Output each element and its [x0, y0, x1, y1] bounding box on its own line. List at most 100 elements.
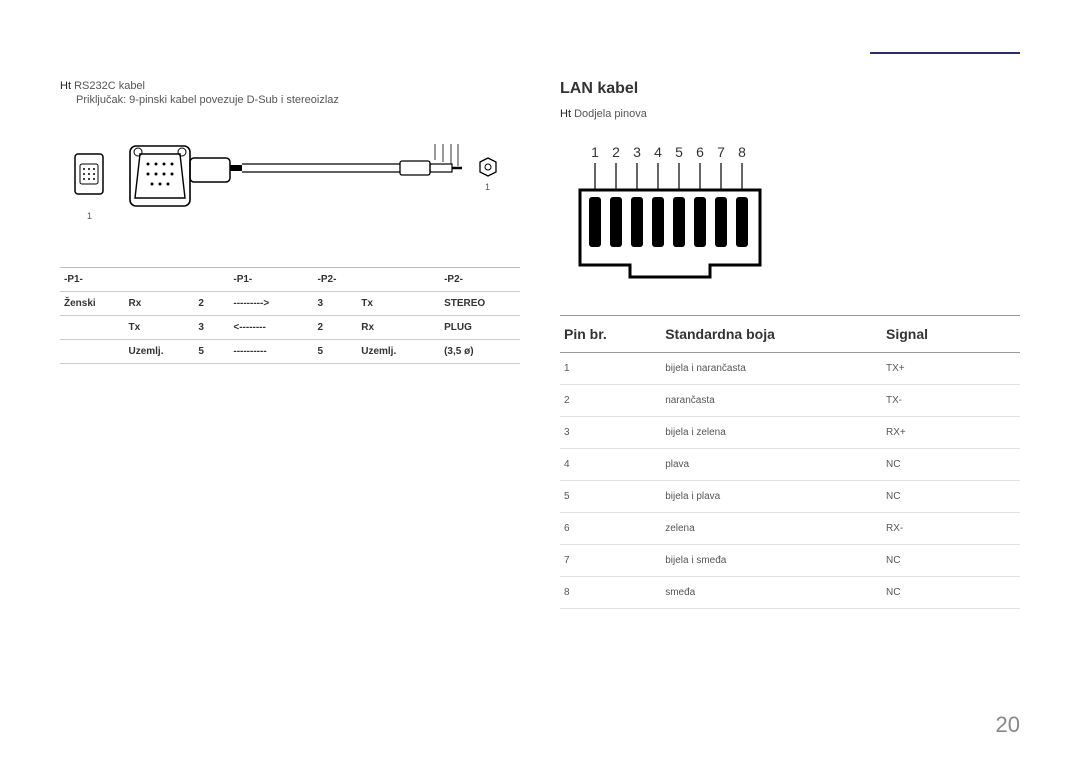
table-cell [216, 340, 229, 364]
rs232-title-text: RS232C kabel [74, 80, 145, 92]
table-cell: 3 [314, 292, 358, 316]
table-cell: ---------- [229, 340, 300, 364]
table-row: 4plavaNC [560, 449, 1020, 481]
table-row: 1bijela i narančastaTX+ [560, 353, 1020, 385]
svg-text:1: 1 [485, 182, 490, 192]
table-cell [216, 316, 229, 340]
table-cell: <-------- [229, 316, 300, 340]
table-cell [124, 268, 194, 292]
lan-pin-table: Pin br. Standardna boja Signal 1bijela i… [560, 315, 1020, 609]
lan-note-text: Dodjela pinova [574, 108, 647, 120]
table-cell [216, 268, 229, 292]
table-row: 7bijela i smeđaNC [560, 545, 1020, 577]
table-cell: 2 [194, 292, 216, 316]
rs232-pin-table: -P1--P1--P2--P2-ŽenskiRx2--------->3TxST… [60, 267, 520, 364]
table-cell: 5 [560, 481, 661, 513]
table-cell: 7 [560, 545, 661, 577]
table-cell: TX- [882, 385, 1020, 417]
table-cell: 1 [560, 353, 661, 385]
content-columns: Ht RS232C kabel Priključak: 9-pinski kab… [60, 80, 1020, 609]
note-prefix: Ht [560, 108, 571, 120]
table-cell [427, 316, 440, 340]
table-cell [60, 316, 124, 340]
table-cell: 4 [560, 449, 661, 481]
svg-text:4: 4 [654, 144, 662, 160]
lan-th-pin: Pin br. [560, 316, 661, 353]
table-cell [357, 268, 427, 292]
table-cell: Uzemlj. [357, 340, 427, 364]
rs232-note-title: Ht RS232C kabel [60, 80, 520, 92]
table-cell: 6 [560, 513, 661, 545]
table-cell [427, 292, 440, 316]
table-row: 2narančastaTX- [560, 385, 1020, 417]
table-cell [216, 292, 229, 316]
table-cell [194, 268, 216, 292]
table-row: 8smeđaNC [560, 577, 1020, 609]
table-cell: -P1- [229, 268, 300, 292]
table-cell: Tx [124, 316, 194, 340]
table-cell: Ženski [60, 292, 124, 316]
table-cell [60, 340, 124, 364]
note-prefix: Ht [60, 80, 71, 92]
svg-text:2: 2 [612, 144, 620, 160]
rs232-cable-diagram: 1 [60, 124, 520, 249]
svg-text:6: 6 [696, 144, 704, 160]
table-cell: Rx [357, 316, 427, 340]
svg-text:1: 1 [591, 144, 599, 160]
table-cell: TX+ [882, 353, 1020, 385]
table-cell: Uzemlj. [124, 340, 194, 364]
table-cell: bijela i narančasta [661, 353, 882, 385]
lan-note: Ht Dodjela pinova [560, 108, 1020, 120]
rj45-diagram: 12345678 [560, 135, 1020, 290]
page-number: 20 [996, 712, 1020, 738]
table-cell: 5 [194, 340, 216, 364]
svg-text:1: 1 [87, 211, 92, 221]
table-cell: bijela i zelena [661, 417, 882, 449]
table-cell: RX+ [882, 417, 1020, 449]
table-row: 5bijela i plavaNC [560, 481, 1020, 513]
table-cell: bijela i smeđa [661, 545, 882, 577]
table-cell: 2 [314, 316, 358, 340]
svg-text:8: 8 [738, 144, 746, 160]
svg-text:7: 7 [717, 144, 725, 160]
table-cell [301, 268, 314, 292]
table-cell: 8 [560, 577, 661, 609]
lan-th-signal: Signal [882, 316, 1020, 353]
lan-section-title: LAN kabel [560, 80, 1020, 98]
table-cell: zelena [661, 513, 882, 545]
table-cell: 2 [560, 385, 661, 417]
table-cell: ---------> [229, 292, 300, 316]
table-cell [301, 316, 314, 340]
table-cell: -P2- [314, 268, 358, 292]
table-cell [427, 340, 440, 364]
table-cell: (3,5 ø) [440, 340, 520, 364]
table-cell: Rx [124, 292, 194, 316]
table-cell: 3 [194, 316, 216, 340]
table-cell: PLUG [440, 316, 520, 340]
table-cell: RX- [882, 513, 1020, 545]
table-cell: 3 [560, 417, 661, 449]
table-cell: bijela i plava [661, 481, 882, 513]
table-cell: plava [661, 449, 882, 481]
table-cell: smeđa [661, 577, 882, 609]
svg-text:5: 5 [675, 144, 683, 160]
table-cell: NC [882, 449, 1020, 481]
rs232-note-sub: Priključak: 9-pinski kabel povezuje D-Su… [60, 94, 520, 106]
table-cell [301, 340, 314, 364]
table-cell [301, 292, 314, 316]
table-cell: NC [882, 481, 1020, 513]
table-cell: STEREO [440, 292, 520, 316]
header-rule [870, 52, 1020, 54]
table-row: 6zelenaRX- [560, 513, 1020, 545]
table-cell: -P2- [440, 268, 520, 292]
lan-th-color: Standardna boja [661, 316, 882, 353]
table-cell: Tx [357, 292, 427, 316]
table-cell: 5 [314, 340, 358, 364]
table-cell: narančasta [661, 385, 882, 417]
table-row: 3bijela i zelenaRX+ [560, 417, 1020, 449]
table-cell: NC [882, 545, 1020, 577]
svg-text:3: 3 [633, 144, 641, 160]
table-cell: -P1- [60, 268, 124, 292]
table-cell: NC [882, 577, 1020, 609]
table-cell [427, 268, 440, 292]
